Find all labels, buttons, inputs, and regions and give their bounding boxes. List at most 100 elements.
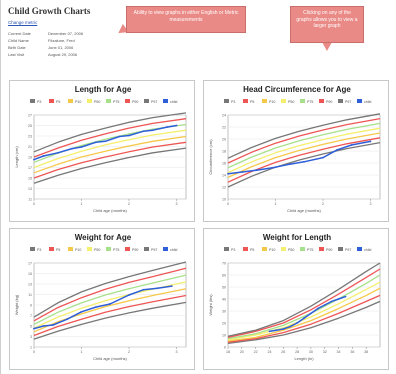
x-tick-label: 3 <box>176 350 178 354</box>
y-tick-label: 20 <box>222 321 226 325</box>
percentile-line-p5 <box>33 294 187 337</box>
chart-svg: Head Circumference for Age P3 P5 P10 P50 P75 P… <box>208 85 381 213</box>
y-tick-label: 70 <box>222 261 226 265</box>
legend-label: P97 <box>345 100 351 104</box>
child-point <box>128 294 130 296</box>
x-tick-label: 2 <box>128 202 130 206</box>
units-callout: Ability to view graphs in either English… <box>126 6 246 33</box>
legend-label: P50 <box>288 248 294 252</box>
child-point <box>275 329 278 332</box>
y-axis-label: Weight (lbs) <box>208 294 213 316</box>
info-row-birth-date: Birth Date June 01, 2006 <box>8 44 108 51</box>
x-tick-label: 20 <box>240 350 244 354</box>
info-value: August 29, 2006 <box>48 52 78 57</box>
percentile-line-p10 <box>33 288 187 333</box>
percentile-line-p3 <box>33 147 187 184</box>
child-point <box>330 300 333 303</box>
x-tick-label: 1 <box>81 350 83 354</box>
child-point <box>170 285 173 287</box>
legend-label: child <box>170 248 177 252</box>
percentile-line-p97 <box>33 261 187 318</box>
chart-weight-for-age[interactable]: Weight for Age P3 P5 P10 P50 P75 P90 P97 child 1 3… <box>9 228 195 370</box>
legend-label: P75 <box>307 248 313 252</box>
legend-label: P5 <box>250 248 254 252</box>
x-axis-label: Child age (months) <box>93 208 127 213</box>
legend-label: P50 <box>94 100 100 104</box>
x-tick-label: 28 <box>295 350 299 354</box>
percentile-line-p50 <box>227 127 381 174</box>
change-units-link[interactable]: Change metric <box>8 20 38 25</box>
legend-swatch <box>144 247 149 251</box>
legend-label: P90 <box>132 100 138 104</box>
legend-swatch <box>357 247 362 251</box>
child-point <box>288 163 291 166</box>
y-tick-label: 50 <box>222 285 226 289</box>
legend-swatch <box>106 99 111 103</box>
y-tick-label: 11 <box>28 197 32 201</box>
percentile-line-p5 <box>227 294 381 343</box>
chart-weight-for-length[interactable]: Weight for Length P3 P5 P10 P50 P75 P90 P97 chil… <box>203 228 389 370</box>
x-tick-label: 0 <box>33 350 35 354</box>
legend-label: P97 <box>151 100 157 104</box>
legend-swatch <box>144 99 149 103</box>
y-tick-label: 23 <box>28 134 32 138</box>
child-point <box>322 156 324 159</box>
legend-swatch <box>125 99 130 103</box>
legend-swatch <box>338 247 343 251</box>
x-tick-label: 36 <box>350 350 354 354</box>
y-tick-label: 9 <box>30 303 32 307</box>
info-value: June 01, 2006 <box>48 45 74 50</box>
x-tick-label: 2 <box>322 202 324 206</box>
legend-label: P3 <box>37 100 41 104</box>
child-point <box>337 298 340 300</box>
y-tick-label: 13 <box>28 187 32 191</box>
child-point <box>310 312 312 315</box>
y-tick-label: 20 <box>222 137 226 141</box>
percentile-line-p90 <box>227 268 381 339</box>
info-row-child-name: Child Name Fitzalune, Fred <box>8 37 108 44</box>
chart-length-for-age[interactable]: Length for Age P3 P5 P10 P50 P75 P90 P97 child 11… <box>9 80 195 222</box>
legend-swatch <box>163 99 168 103</box>
child-line <box>269 295 346 333</box>
child-point <box>268 330 271 333</box>
child-point <box>66 318 69 321</box>
y-axis-label: Weight (kg) <box>14 294 19 315</box>
y-tick-label: 10 <box>222 197 226 201</box>
y-tick-label: 17 <box>28 261 32 265</box>
child-point <box>336 148 339 151</box>
percentile-line-p3 <box>227 300 381 345</box>
child-point <box>118 135 121 138</box>
legend-swatch <box>68 247 73 251</box>
legend-label: child <box>364 100 371 104</box>
y-tick-label: 10 <box>222 333 226 337</box>
info-label: Last Visit <box>8 52 25 57</box>
legend-label: P97 <box>345 248 351 252</box>
legend-swatch <box>300 247 305 251</box>
x-axis-label: Length (in) <box>294 356 314 361</box>
child-point <box>142 288 145 291</box>
legend-swatch <box>319 99 324 103</box>
legend-label: child <box>364 248 371 252</box>
chart-head-circumference-for-age[interactable]: Head Circumference for Age P3 P5 P10 P50 P75 P… <box>203 80 389 222</box>
y-tick-label: 15 <box>28 176 32 180</box>
chart-title: Head Circumference for Age <box>243 85 351 94</box>
child-point <box>316 307 319 310</box>
percentile-line-p97 <box>33 112 187 153</box>
x-axis-label: Child age (months) <box>93 356 127 361</box>
child-point <box>42 155 45 157</box>
info-row-last-visit: Last Visit August 29, 2006 <box>8 51 108 58</box>
y-tick-label: 0 <box>224 345 226 349</box>
child-point <box>175 124 178 127</box>
x-tick-label: 1 <box>81 202 83 206</box>
percentile-line-p50 <box>227 281 381 341</box>
y-tick-label: 30 <box>222 309 226 313</box>
y-axis-label: Length (cm) <box>14 146 19 168</box>
child-point <box>42 325 45 327</box>
x-tick-label: 0 <box>227 202 229 206</box>
legend-swatch <box>68 99 73 103</box>
legend-label: P75 <box>113 100 119 104</box>
y-tick-label: 1 <box>30 345 32 349</box>
plot-area <box>227 262 381 348</box>
